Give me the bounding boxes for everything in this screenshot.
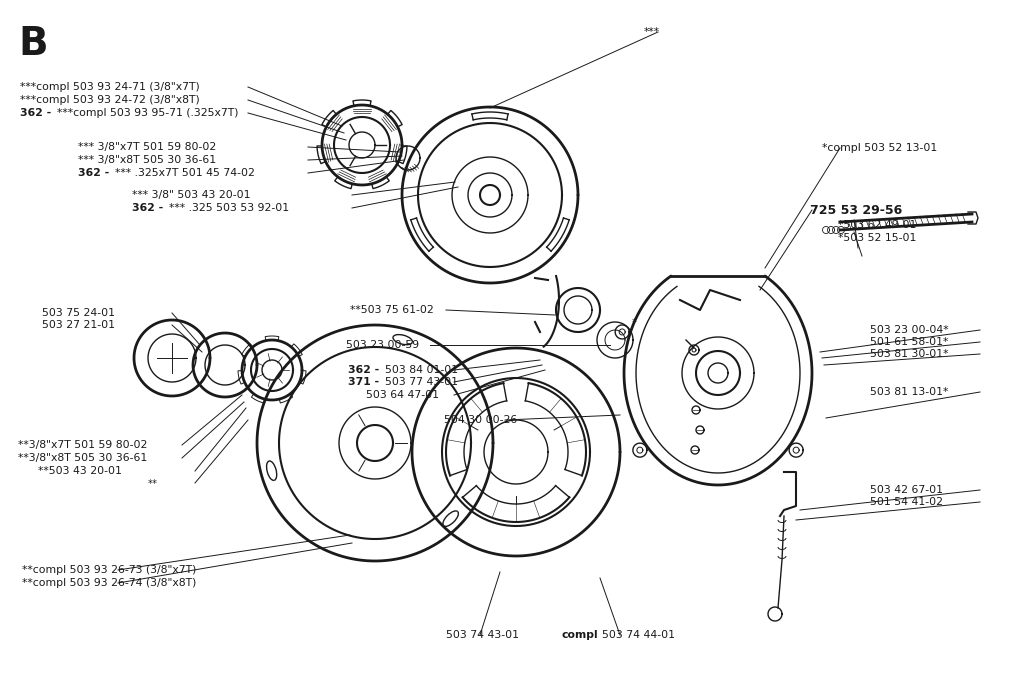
Text: *503 62 49-01: *503 62 49-01 — [838, 220, 916, 230]
Text: 362 -: 362 - — [78, 168, 110, 178]
Text: 371 -: 371 - — [348, 377, 379, 387]
Text: *** 3/8"x7T 501 59 80-02: *** 3/8"x7T 501 59 80-02 — [78, 142, 216, 152]
Text: ***: *** — [644, 27, 660, 37]
Text: 503 23 00-59: 503 23 00-59 — [346, 340, 419, 350]
Text: 501 61 58-01*: 501 61 58-01* — [870, 337, 948, 347]
Text: 362 -: 362 - — [348, 365, 379, 375]
Text: ***compl 503 93 95-71 (.325x7T): ***compl 503 93 95-71 (.325x7T) — [57, 108, 239, 118]
Text: *** .325 503 53 92-01: *** .325 503 53 92-01 — [169, 203, 289, 213]
Text: *: * — [632, 318, 637, 328]
Text: 503 23 00-04*: 503 23 00-04* — [870, 325, 948, 335]
Text: 362 -: 362 - — [132, 203, 163, 213]
Text: 503 74 43-01: 503 74 43-01 — [446, 630, 519, 640]
Text: *** 3/8" 503 43 20-01: *** 3/8" 503 43 20-01 — [132, 190, 251, 200]
Text: 503 27 21-01: 503 27 21-01 — [42, 320, 115, 330]
Text: 725 53 29-56: 725 53 29-56 — [810, 204, 902, 216]
Text: 503 77 43-01: 503 77 43-01 — [385, 377, 458, 387]
Text: 503 81 13-01*: 503 81 13-01* — [870, 387, 948, 397]
Text: *** 3/8"x8T 505 30 36-61: *** 3/8"x8T 505 30 36-61 — [78, 155, 216, 165]
Text: 362 -: 362 - — [20, 108, 51, 118]
Text: 503 84 01-01: 503 84 01-01 — [385, 365, 458, 375]
Text: *** .325x7T 501 45 74-02: *** .325x7T 501 45 74-02 — [115, 168, 255, 178]
Text: **503 43 20-01: **503 43 20-01 — [38, 466, 122, 476]
Text: **3/8"x8T 505 30 36-61: **3/8"x8T 505 30 36-61 — [18, 453, 147, 463]
Text: 503 74 44-01: 503 74 44-01 — [602, 630, 675, 640]
Text: B: B — [18, 25, 48, 63]
Text: **compl 503 93 26-74 (3/8"x8T): **compl 503 93 26-74 (3/8"x8T) — [22, 578, 197, 588]
Text: 504 30 00-26: 504 30 00-26 — [444, 415, 517, 425]
Text: 501 54 41-02: 501 54 41-02 — [870, 497, 943, 507]
Text: *compl 503 52 13-01: *compl 503 52 13-01 — [822, 143, 937, 153]
Text: ***compl 503 93 24-72 (3/8"x8T): ***compl 503 93 24-72 (3/8"x8T) — [20, 95, 200, 105]
Text: 503 42 67-01: 503 42 67-01 — [870, 485, 943, 495]
Text: *503 52 15-01: *503 52 15-01 — [838, 233, 916, 243]
Text: ***compl 503 93 24-71 (3/8"x7T): ***compl 503 93 24-71 (3/8"x7T) — [20, 82, 200, 92]
Text: 503 64 47-01: 503 64 47-01 — [366, 390, 439, 400]
Text: compl: compl — [562, 630, 599, 640]
Text: **compl 503 93 26-73 (3/8"x7T): **compl 503 93 26-73 (3/8"x7T) — [22, 565, 197, 575]
Text: **503 75 61-02: **503 75 61-02 — [350, 305, 434, 315]
Text: **: ** — [148, 479, 158, 489]
Text: **3/8"x7T 501 59 80-02: **3/8"x7T 501 59 80-02 — [18, 440, 147, 450]
Text: 503 75 24-01: 503 75 24-01 — [42, 308, 115, 318]
Text: 503 81 30-01*: 503 81 30-01* — [870, 349, 948, 359]
